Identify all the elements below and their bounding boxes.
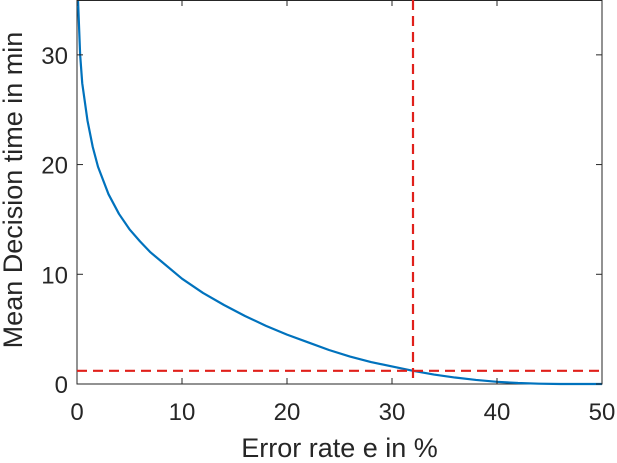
x-tick-label: 40 bbox=[484, 399, 511, 426]
x-tick-label: 0 bbox=[70, 399, 83, 426]
y-tick-label: 10 bbox=[41, 262, 68, 289]
series-line-0 bbox=[76, 1, 602, 386]
x-tick-label: 20 bbox=[274, 399, 301, 426]
plot-box bbox=[76, 0, 603, 385]
x-axis-label: Error rate e in % bbox=[241, 433, 438, 463]
x-tick-label: 50 bbox=[589, 399, 616, 426]
y-axis-label: Mean Decision time in min bbox=[0, 32, 28, 349]
y-tick-label: 0 bbox=[55, 372, 68, 399]
x-tick-label: 10 bbox=[169, 399, 196, 426]
x-tick-label: 30 bbox=[379, 399, 406, 426]
series-layer bbox=[76, 1, 602, 386]
plot-area bbox=[76, 0, 603, 385]
y-tick-label: 20 bbox=[41, 153, 68, 180]
y-tick-label: 30 bbox=[41, 43, 68, 70]
ticks: 0 10 20 30 40 50 0 10 20 30 bbox=[41, 0, 615, 426]
reference-lines bbox=[77, 0, 602, 384]
